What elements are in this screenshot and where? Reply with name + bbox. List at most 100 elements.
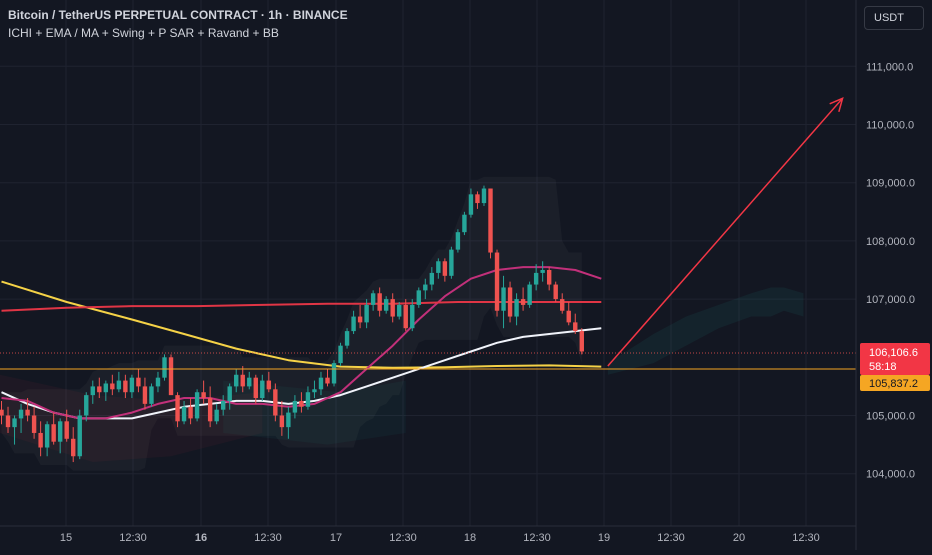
candle <box>501 275 506 329</box>
time-axis[interactable]: 15 12:30 16 12:30 17 12:30 18 12:30 19 12:30 20 12:… <box>0 525 856 544</box>
candles-layer <box>0 185 584 463</box>
time-tick-label: 12:30 <box>254 532 282 544</box>
candle <box>390 293 395 323</box>
candle <box>553 281 558 303</box>
time-tick-label: 12:30 <box>523 532 551 544</box>
candle <box>220 395 226 416</box>
candle-body <box>299 400 304 407</box>
candle <box>442 258 448 282</box>
candle-body <box>318 377 324 390</box>
candle-body <box>168 357 174 396</box>
candle <box>110 374 115 396</box>
candle-body <box>31 415 37 433</box>
candle-body <box>247 377 252 387</box>
candle-body <box>377 293 382 311</box>
candle-body <box>442 261 448 276</box>
candle <box>299 392 304 413</box>
series-line-0 <box>1 280 602 369</box>
candle-body <box>338 345 343 364</box>
candle <box>364 299 369 329</box>
candle <box>475 191 480 209</box>
candle <box>540 261 545 282</box>
candle-body <box>325 377 330 384</box>
candle-body <box>188 406 193 419</box>
candle <box>383 296 389 314</box>
candle-body <box>397 304 402 317</box>
candle <box>149 383 154 407</box>
candle <box>227 383 232 410</box>
candle-body <box>110 383 115 390</box>
candle-body <box>436 261 441 273</box>
symbol-title[interactable]: Bitcoin / TetherUS PERPETUAL CONTRACT · … <box>8 8 348 22</box>
candle-body <box>533 272 539 285</box>
candle-body <box>201 392 206 399</box>
price-tick-label: 111,000.0 <box>866 61 913 73</box>
candle <box>38 421 43 457</box>
candle <box>579 328 584 355</box>
candle-body <box>468 194 474 215</box>
candle-body <box>423 284 428 291</box>
time-tick-label: 15 <box>60 532 72 544</box>
candle-body <box>370 293 376 305</box>
candle <box>357 304 363 329</box>
candle-body <box>227 386 232 401</box>
candle <box>207 386 213 428</box>
last-price-value: 106,106.6 <box>869 347 918 359</box>
candle-body <box>553 284 558 300</box>
price-tick-label: 108,000.0 <box>866 236 915 248</box>
candle-body <box>103 383 109 393</box>
candle <box>44 421 50 457</box>
candle <box>455 229 461 253</box>
price-tick-label: 105,000.0 <box>866 411 915 423</box>
price-axis[interactable]: 111,000.0 110,000.0 109,000.0 108,000.0 107,… <box>855 0 932 550</box>
candle-body <box>5 415 11 428</box>
price-tick-label: 110,000.0 <box>866 120 914 132</box>
candle-body <box>18 409 24 419</box>
candle-body <box>175 395 180 422</box>
candle-body <box>253 377 258 399</box>
candle <box>325 368 330 387</box>
indicators-legend[interactable]: ICHI + EMA / MA + Swing + P SAR + Ravand… <box>8 26 279 40</box>
last-price-tag <box>860 343 930 375</box>
candle-body <box>220 400 226 410</box>
candle <box>90 380 95 404</box>
candle-body <box>475 194 480 204</box>
candle-body <box>455 232 461 250</box>
candle-body <box>44 424 50 448</box>
candle <box>12 415 17 445</box>
currency-button[interactable]: USDT <box>864 6 924 30</box>
candle <box>573 313 578 335</box>
time-tick-label: 12:30 <box>119 532 147 544</box>
candle <box>279 400 285 436</box>
candle-body <box>136 377 141 387</box>
candle <box>168 354 174 396</box>
ichimoku-cloud-future <box>607 287 804 375</box>
candle <box>429 267 435 291</box>
candle <box>344 328 350 349</box>
candle <box>84 392 89 422</box>
candle <box>142 377 148 410</box>
candle <box>462 211 467 236</box>
candle <box>64 409 69 442</box>
candle-body <box>527 284 532 305</box>
candle-body <box>240 374 245 387</box>
candle-body <box>64 421 69 439</box>
ichimoku-cloud-bullish <box>223 380 406 445</box>
candle-body <box>403 304 408 329</box>
candle-body <box>501 287 506 311</box>
candle-countdown: 58:18 <box>869 361 897 373</box>
candle <box>403 299 408 332</box>
ema-price-tag <box>860 375 930 391</box>
candle-body <box>546 270 552 285</box>
candle-body <box>181 406 187 422</box>
candle <box>188 398 193 425</box>
time-tick-label: 16 <box>195 532 207 544</box>
candle-body <box>84 395 89 416</box>
candle-body <box>142 386 148 404</box>
price-axis-bg <box>856 0 932 550</box>
candle-body <box>364 304 369 323</box>
candle <box>247 371 252 390</box>
candle-body <box>71 438 76 457</box>
